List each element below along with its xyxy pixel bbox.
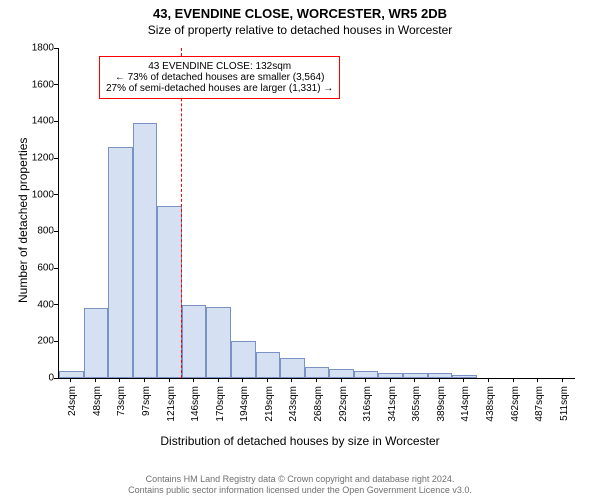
- histogram-bar: [428, 373, 453, 379]
- x-tick-label: 194sqm: [239, 386, 250, 436]
- x-tick-mark: [513, 378, 514, 382]
- histogram-bar: [452, 375, 477, 378]
- x-tick-mark: [95, 378, 96, 382]
- x-tick-mark: [144, 378, 145, 382]
- x-tick-label: 268sqm: [313, 386, 324, 436]
- x-tick-mark: [463, 378, 464, 382]
- histogram-bar: [231, 341, 256, 378]
- y-axis-label: Number of detached properties: [16, 138, 30, 303]
- x-tick-label: 24sqm: [67, 386, 78, 436]
- y-tick-label: 1600: [32, 79, 54, 90]
- x-tick-mark: [316, 378, 317, 382]
- histogram-bar: [403, 373, 428, 379]
- x-tick-label: 146sqm: [190, 386, 201, 436]
- y-tick-mark: [54, 304, 58, 305]
- x-tick-label: 170sqm: [215, 386, 226, 436]
- x-tick-label: 292sqm: [338, 386, 349, 436]
- x-tick-mark: [414, 378, 415, 382]
- y-tick-label: 600: [37, 263, 54, 274]
- x-tick-label: 243sqm: [288, 386, 299, 436]
- x-tick-mark: [365, 378, 366, 382]
- x-tick-label: 73sqm: [116, 386, 127, 436]
- info-box-line: 27% of semi-detached houses are larger (…: [106, 83, 333, 94]
- x-tick-mark: [390, 378, 391, 382]
- histogram-bar: [256, 352, 281, 378]
- x-tick-mark: [218, 378, 219, 382]
- histogram-bar: [157, 206, 182, 378]
- y-tick-mark: [54, 268, 58, 269]
- x-tick-label: 316sqm: [362, 386, 373, 436]
- footer-line-2: Contains public sector information licen…: [0, 485, 600, 496]
- histogram-bar: [84, 308, 109, 378]
- y-tick-mark: [54, 231, 58, 232]
- histogram-bar: [329, 369, 354, 378]
- y-tick-label: 200: [37, 336, 54, 347]
- x-tick-mark: [439, 378, 440, 382]
- chart-subtitle: Size of property relative to detached ho…: [0, 21, 600, 37]
- x-axis-label: Distribution of detached houses by size …: [0, 434, 600, 448]
- y-tick-label: 1800: [32, 43, 54, 54]
- y-tick-mark: [54, 194, 58, 195]
- x-tick-mark: [267, 378, 268, 382]
- histogram-bar: [133, 123, 158, 378]
- footer-line-1: Contains HM Land Registry data © Crown c…: [0, 474, 600, 485]
- chart-container: 43, EVENDINE CLOSE, WORCESTER, WR5 2DB S…: [0, 0, 600, 500]
- y-tick-label: 1400: [32, 116, 54, 127]
- y-tick-mark: [54, 84, 58, 85]
- y-tick-label: 400: [37, 299, 54, 310]
- x-tick-label: 97sqm: [141, 386, 152, 436]
- x-tick-label: 341sqm: [387, 386, 398, 436]
- y-tick-label: 1000: [32, 189, 54, 200]
- chart-title: 43, EVENDINE CLOSE, WORCESTER, WR5 2DB: [0, 0, 600, 21]
- info-box-line: ← 73% of detached houses are smaller (3,…: [106, 72, 333, 83]
- x-tick-mark: [119, 378, 120, 382]
- x-tick-mark: [537, 378, 538, 382]
- plot-area: 43 EVENDINE CLOSE: 132sqm← 73% of detach…: [58, 48, 575, 379]
- y-tick-mark: [54, 48, 58, 49]
- info-box-line: 43 EVENDINE CLOSE: 132sqm: [106, 61, 333, 72]
- x-tick-label: 121sqm: [166, 386, 177, 436]
- y-tick-mark: [54, 378, 58, 379]
- x-tick-label: 365sqm: [411, 386, 422, 436]
- histogram-bar: [378, 373, 403, 378]
- x-tick-label: 219sqm: [264, 386, 275, 436]
- histogram-bar: [108, 147, 133, 378]
- histogram-bar: [354, 371, 379, 378]
- info-box: 43 EVENDINE CLOSE: 132sqm← 73% of detach…: [99, 56, 340, 99]
- x-tick-mark: [70, 378, 71, 382]
- x-tick-label: 487sqm: [534, 386, 545, 436]
- histogram-bar: [182, 305, 207, 378]
- x-tick-mark: [488, 378, 489, 382]
- y-tick-mark: [54, 158, 58, 159]
- x-tick-label: 48sqm: [92, 386, 103, 436]
- x-tick-label: 389sqm: [436, 386, 447, 436]
- x-tick-mark: [193, 378, 194, 382]
- histogram-bar: [280, 358, 305, 378]
- x-tick-label: 511sqm: [559, 386, 570, 436]
- y-tick-mark: [54, 341, 58, 342]
- y-tick-label: 800: [37, 226, 54, 237]
- x-tick-mark: [242, 378, 243, 382]
- x-tick-label: 438sqm: [485, 386, 496, 436]
- x-tick-label: 414sqm: [460, 386, 471, 436]
- histogram-bar: [305, 367, 330, 378]
- y-tick-mark: [54, 121, 58, 122]
- x-tick-mark: [341, 378, 342, 382]
- chart-footer: Contains HM Land Registry data © Crown c…: [0, 474, 600, 496]
- x-tick-mark: [169, 378, 170, 382]
- x-tick-mark: [562, 378, 563, 382]
- x-tick-label: 462sqm: [510, 386, 521, 436]
- histogram-bar: [206, 307, 231, 379]
- histogram-bar: [59, 371, 84, 378]
- y-tick-label: 1200: [32, 153, 54, 164]
- x-tick-mark: [291, 378, 292, 382]
